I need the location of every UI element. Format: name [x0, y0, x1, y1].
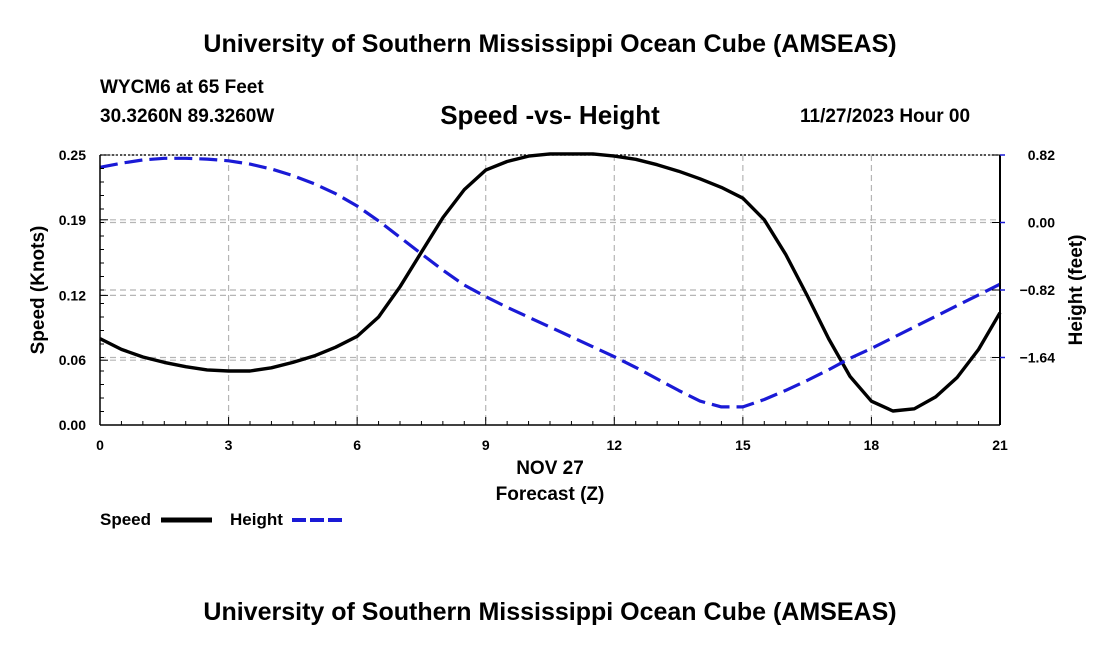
tick-labels: 0 3 6 9 12 15 18 21 0.00 0.06 0.12 0.19 0.25 0.82 0.00… [59, 147, 1055, 453]
legend-height-label: Height [230, 510, 283, 529]
x-tick-label: 21 [992, 437, 1008, 453]
x-tick-label: 18 [864, 437, 880, 453]
grid [100, 154, 1000, 425]
x-axis-title: Forecast (Z) [496, 484, 605, 505]
footer-title: University of Southern Mississippi Ocean… [203, 598, 897, 626]
forecast-datetime: 11/27/2023 Hour 00 [800, 106, 971, 127]
chart-title: Speed -vs- Height [440, 100, 660, 130]
axes [99, 154, 1005, 426]
main-title: University of Southern Mississippi Ocean… [203, 30, 897, 58]
legend-speed-label: Speed [100, 510, 151, 529]
y-tick-label: 0.12 [59, 287, 86, 303]
x-tick-label: 0 [96, 437, 104, 453]
x-axis-date-label: NOV 27 [516, 458, 584, 479]
x-tick-label: 15 [735, 437, 751, 453]
x-tick-label: 12 [606, 437, 622, 453]
y2-tick-label: −1.64 [1020, 350, 1056, 366]
y-axis-title: Speed (Knots) [28, 226, 49, 355]
y2-tick-label: −0.82 [1020, 282, 1056, 298]
series-line-height [99, 156, 1001, 409]
y-tick-label: 0.00 [59, 417, 86, 433]
series-line-speed [99, 152, 1002, 413]
x-tick-label: 9 [482, 437, 490, 453]
y-tick-label: 0.19 [59, 212, 86, 228]
series-lines [99, 152, 1002, 413]
x-tick-label: 6 [353, 437, 361, 453]
y2-axis-title: Height (feet) [1066, 235, 1087, 346]
y2-tick-label: 0.00 [1028, 215, 1055, 231]
x-tick-label: 3 [225, 437, 233, 453]
station-label: WYCM6 at 65 Feet [100, 77, 264, 98]
y-tick-label: 0.06 [59, 352, 86, 368]
y2-tick-label: 0.82 [1028, 147, 1055, 163]
y-tick-label: 0.25 [59, 147, 86, 163]
coordinates-label: 30.3260N 89.3260W [100, 106, 275, 127]
legend: Speed Height [100, 510, 342, 529]
